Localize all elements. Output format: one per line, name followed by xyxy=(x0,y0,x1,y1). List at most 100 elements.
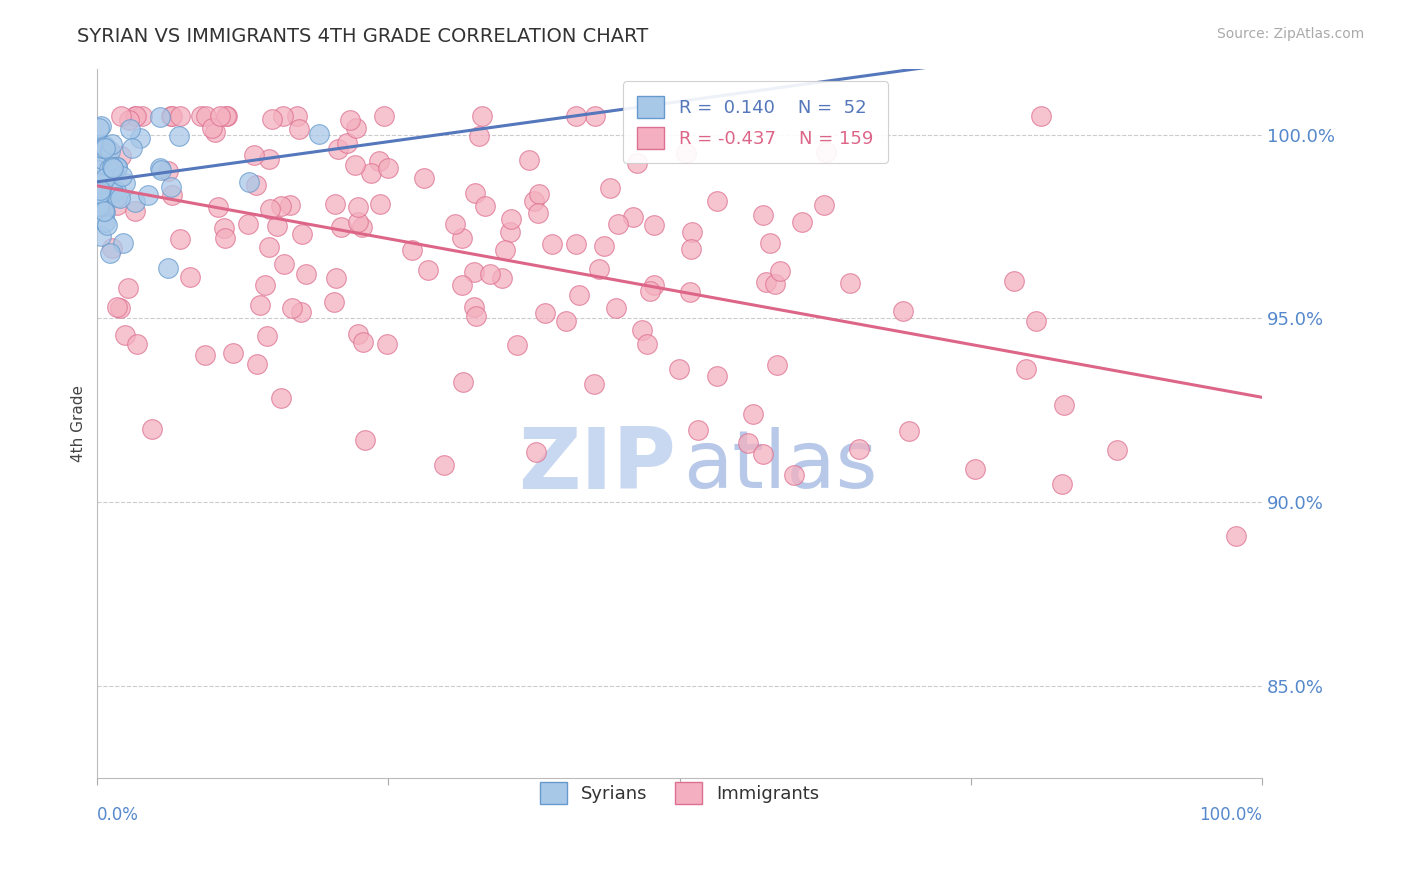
Point xyxy=(253,277,276,292)
Point xyxy=(838,276,860,290)
Point xyxy=(474,199,496,213)
Point xyxy=(105,300,128,314)
Point xyxy=(752,209,775,223)
Point xyxy=(897,424,920,438)
Point xyxy=(524,444,547,458)
Point xyxy=(322,294,344,309)
Point xyxy=(737,435,759,450)
Point xyxy=(741,407,763,421)
Point xyxy=(290,227,312,241)
Point xyxy=(245,178,267,192)
Point xyxy=(1105,442,1128,457)
Point xyxy=(1015,362,1038,376)
Point xyxy=(149,161,172,175)
Point xyxy=(453,376,475,390)
Point xyxy=(450,230,472,244)
Point xyxy=(325,271,347,285)
Point xyxy=(91,178,114,192)
Point xyxy=(755,275,778,289)
Point xyxy=(763,277,786,291)
Text: 0.0%: 0.0% xyxy=(97,806,139,824)
Y-axis label: 4th Grade: 4th Grade xyxy=(72,384,86,462)
Point xyxy=(759,236,782,251)
Point xyxy=(675,145,697,160)
Point xyxy=(105,190,128,204)
Point xyxy=(463,265,485,279)
Point xyxy=(368,197,391,211)
Point xyxy=(89,182,111,196)
Point xyxy=(108,301,131,316)
Point xyxy=(90,141,112,155)
Point xyxy=(678,285,700,300)
Point xyxy=(401,243,423,257)
Point xyxy=(273,109,295,123)
Point xyxy=(200,120,222,135)
Point xyxy=(108,191,131,205)
Point xyxy=(583,109,606,123)
Text: 100.0%: 100.0% xyxy=(1199,806,1263,824)
Point xyxy=(98,161,121,176)
Point xyxy=(94,205,117,219)
Point xyxy=(121,141,143,155)
Point xyxy=(344,158,367,172)
Point xyxy=(706,368,728,383)
Point xyxy=(257,240,280,254)
Point xyxy=(330,220,353,235)
Point xyxy=(90,228,112,243)
Point xyxy=(769,264,792,278)
Point xyxy=(1225,529,1247,543)
Point xyxy=(110,149,132,163)
Point xyxy=(636,337,658,351)
Point xyxy=(90,137,112,152)
Point xyxy=(87,163,110,178)
Point xyxy=(125,336,148,351)
Point xyxy=(149,110,172,124)
Point xyxy=(262,112,284,127)
Point xyxy=(131,109,153,123)
Point xyxy=(114,327,136,342)
Point xyxy=(236,217,259,231)
Point xyxy=(451,277,474,292)
Point xyxy=(433,458,456,472)
Point xyxy=(527,206,550,220)
Point xyxy=(347,200,370,214)
Point xyxy=(352,219,374,234)
Point xyxy=(156,261,179,276)
Text: Source: ZipAtlas.com: Source: ZipAtlas.com xyxy=(1216,27,1364,41)
Point xyxy=(1025,313,1047,327)
Point xyxy=(668,362,690,376)
Point xyxy=(766,358,789,372)
Point xyxy=(682,225,704,239)
Point xyxy=(541,237,564,252)
Point xyxy=(565,236,588,251)
Point xyxy=(105,161,128,175)
Point xyxy=(527,186,550,201)
Point xyxy=(101,136,124,151)
Point xyxy=(290,304,312,318)
Point xyxy=(588,262,610,277)
Text: ZIP: ZIP xyxy=(519,425,676,508)
Point xyxy=(128,131,150,145)
Point xyxy=(238,175,260,189)
Point xyxy=(124,204,146,219)
Point xyxy=(347,215,370,229)
Point xyxy=(360,166,382,180)
Point xyxy=(100,161,122,175)
Point xyxy=(118,113,141,128)
Point xyxy=(523,194,546,208)
Point xyxy=(605,301,627,315)
Point xyxy=(125,109,148,123)
Point xyxy=(621,210,644,224)
Point xyxy=(266,219,288,234)
Point xyxy=(89,186,111,200)
Point xyxy=(87,177,110,191)
Point xyxy=(367,153,389,168)
Point xyxy=(169,109,191,123)
Point xyxy=(352,335,374,350)
Point xyxy=(93,214,115,228)
Point xyxy=(288,121,311,136)
Point xyxy=(643,278,665,293)
Point xyxy=(280,301,302,316)
Point xyxy=(280,197,302,211)
Point xyxy=(783,467,806,482)
